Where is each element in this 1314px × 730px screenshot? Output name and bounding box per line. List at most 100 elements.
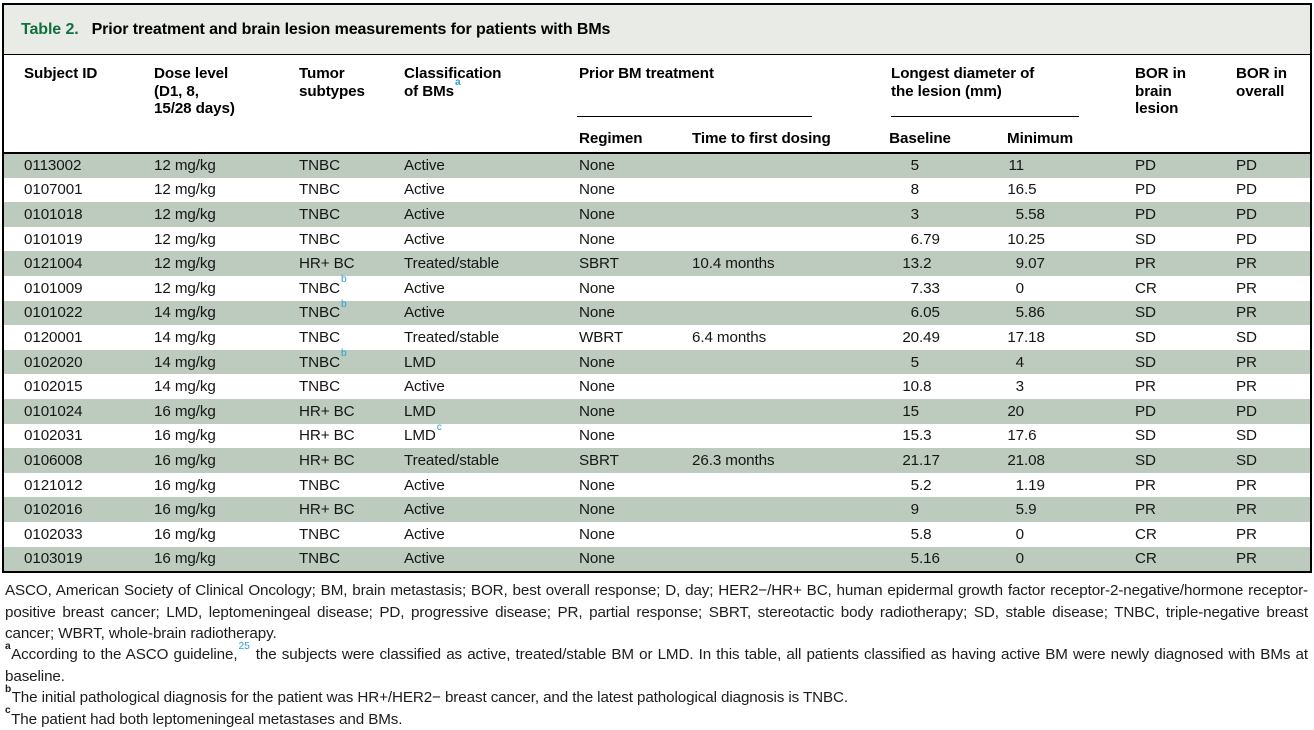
cell-time-to-first-dosing <box>692 276 865 301</box>
cell-subject-id: 0101009 <box>24 279 83 297</box>
cell-baseline-diameter: 5.16 <box>910 550 940 568</box>
cell-subject-id: 0121012 <box>24 476 83 494</box>
cell-minimum-diameter: 16.5 <box>1007 181 1037 199</box>
cell-bor-overall: PR <box>1236 279 1257 297</box>
col-header-classification: Classification of BMsa <box>402 55 577 154</box>
cell-bor-overall: PD <box>1236 230 1257 248</box>
cell-subject-id: 0103019 <box>24 550 83 568</box>
cell-subject-id: 0120001 <box>24 328 83 346</box>
table-row: 0102020 14 mg/kg TNBCb LMD None 5 4 SD PR <box>4 347 1311 375</box>
cell-dose-level: 16 mg/kg <box>154 427 216 445</box>
cell-baseline-diameter: 13.2 <box>902 255 932 273</box>
cell-dose-level: 14 mg/kg <box>154 353 216 371</box>
cell-classification: Active <box>404 205 445 223</box>
cell-minimum-diameter: 1.19 <box>1015 476 1045 494</box>
col-header-bor-overall: BOR in overall <box>1225 55 1311 154</box>
cell-bor-overall: PR <box>1236 550 1257 568</box>
cell-subject-id: 0102033 <box>24 525 83 543</box>
table-body: 0113002 12 mg/kg TNBC Active None 5 11 PD PD 0107… <box>4 153 1311 572</box>
cell-bor-overall: PR <box>1236 501 1257 519</box>
cell-tumor-subtype: TNBC <box>299 157 340 175</box>
cell-time-to-first-dosing <box>692 547 865 572</box>
cell-bor-overall: PR <box>1236 255 1257 273</box>
table-row: 0106008 16 mg/kg HR+ BC Treated/stable SBRT 2… <box>4 448 1311 473</box>
cell-dose-level: 16 mg/kg <box>154 402 216 420</box>
cell-minimum-diameter: 0 <box>1015 550 1025 568</box>
footnote-b-marker: b <box>5 683 12 695</box>
cell-classification: Active <box>404 378 445 396</box>
cell-dose-level: 12 mg/kg <box>154 181 216 199</box>
table-title-bar: Table 2. Prior treatment and brain lesio… <box>4 5 1310 55</box>
cell-regimen: WBRT <box>579 328 624 346</box>
col-header-tumor-subtypes: Tumor subtypes <box>297 55 402 154</box>
cell-tumor-subtype: TNBCb <box>299 347 347 371</box>
cell-bor-brain: SD <box>1135 451 1156 469</box>
cell-regimen: None <box>579 304 615 322</box>
cell-tumor-subtype: TNBCb <box>299 298 347 322</box>
abbreviations-text: ASCO, American Society of Clinical Oncol… <box>5 582 1308 642</box>
cell-classification: Active <box>404 304 445 322</box>
cell-tumor-subtype: TNBCb <box>299 274 347 297</box>
cell-classification: Active <box>404 501 445 519</box>
cell-bor-brain: SD <box>1135 230 1156 248</box>
cell-regimen: None <box>579 378 615 396</box>
cell-minimum-diameter: 5.58 <box>1015 205 1045 223</box>
cell-dose-level: 12 mg/kg <box>154 255 216 273</box>
cell-tumor-subtype: HR+ BC <box>299 451 355 469</box>
cell-dose-level: 12 mg/kg <box>154 279 216 297</box>
cell-bor-overall: SD <box>1236 427 1257 445</box>
cell-regimen: None <box>579 181 615 199</box>
col-header-subject-id: Subject ID <box>4 55 152 154</box>
cell-baseline-diameter: 21.17 <box>902 451 940 469</box>
footnote-marker-a-ref: a <box>455 76 461 88</box>
cell-time-to-first-dosing <box>692 374 865 399</box>
cell-regimen: None <box>579 501 615 519</box>
cell-regimen: None <box>579 427 615 445</box>
cell-classification: Active <box>404 476 445 494</box>
cell-bor-brain: PD <box>1135 157 1156 175</box>
cell-minimum-diameter: 21.08 <box>1007 451 1045 469</box>
cell-bor-brain: CR <box>1135 550 1157 568</box>
cell-subject-id: 0101019 <box>24 230 83 248</box>
cell-subject-id: 0102031 <box>24 427 83 445</box>
cell-time-to-first-dosing <box>692 522 865 547</box>
cell-subject-id: 0106008 <box>24 451 83 469</box>
cell-tumor-subtype: TNBC <box>299 525 340 543</box>
cell-dose-level: 12 mg/kg <box>154 230 216 248</box>
cell-time-to-first-dosing <box>692 178 865 203</box>
cell-minimum-diameter: 5.86 <box>1015 304 1045 322</box>
cell-minimum-diameter: 10.25 <box>1007 230 1045 248</box>
cell-bor-brain: PD <box>1135 402 1156 420</box>
cell-regimen: None <box>579 157 615 175</box>
cell-bor-overall: SD <box>1236 451 1257 469</box>
table-header: Subject ID Dose level (D1, 8, 15/28 days… <box>4 55 1311 154</box>
cell-minimum-diameter: 5.9 <box>1015 501 1037 519</box>
cell-baseline-diameter: 20.49 <box>902 328 940 346</box>
cell-baseline-diameter: 5 <box>910 157 920 175</box>
cell-subject-id: 0102020 <box>24 353 83 371</box>
diameter-group-label: Longest diameter of the lesion (mm) <box>891 65 1035 100</box>
col-header-regimen: Regimen <box>577 117 692 154</box>
table-title: Prior treatment and brain lesion measure… <box>91 20 611 38</box>
cell-subject-id: 0102015 <box>24 378 83 396</box>
cell-tumor-subtype: TNBC <box>299 378 340 396</box>
cell-tumor-subtype: TNBC <box>299 328 340 346</box>
cell-bor-brain: PR <box>1135 255 1156 273</box>
cell-time-to-first-dosing: 26.3 months <box>692 451 775 469</box>
header-row-top: Subject ID Dose level (D1, 8, 15/28 days… <box>4 55 1311 154</box>
cell-regimen: None <box>579 476 615 494</box>
cell-dose-level: 16 mg/kg <box>154 525 216 543</box>
patients-table: Subject ID Dose level (D1, 8, 15/28 days… <box>4 55 1311 572</box>
table-row: 0101018 12 mg/kg TNBC Active None 3 5.58 PD PD <box>4 202 1311 227</box>
cell-bor-brain: PD <box>1135 205 1156 223</box>
cell-baseline-diameter: 6.79 <box>910 230 940 248</box>
header-row-sub: Regimen Time to first dosing Baseline Mi… <box>4 117 1310 154</box>
cell-time-to-first-dosing <box>692 497 865 522</box>
cell-baseline-diameter: 15.3 <box>902 427 932 445</box>
cell-subject-id: 0101018 <box>24 205 83 223</box>
footnote-a-text-pre: According to the ASCO guideline, <box>11 646 238 664</box>
cell-time-to-first-dosing <box>692 153 865 178</box>
cell-bor-brain: SD <box>1135 353 1156 371</box>
cell-bor-overall: PR <box>1236 353 1257 371</box>
table-row: 0101022 14 mg/kg TNBCb Active None 6.05 5.86 SD… <box>4 298 1311 326</box>
